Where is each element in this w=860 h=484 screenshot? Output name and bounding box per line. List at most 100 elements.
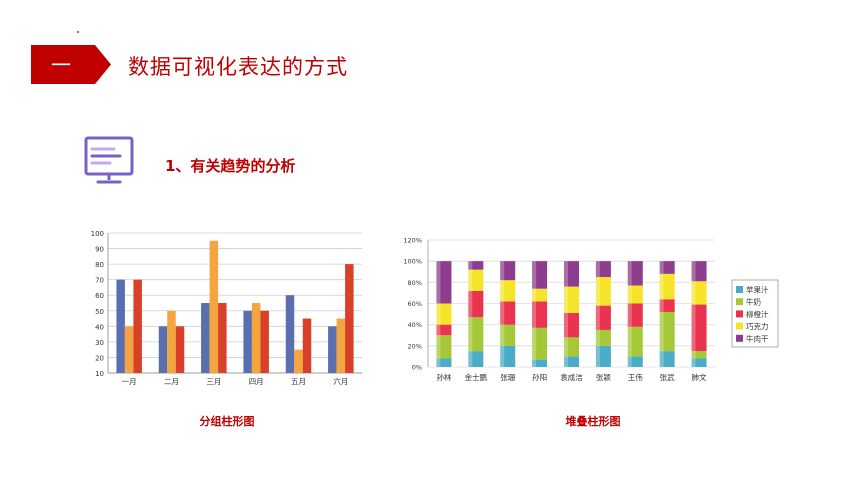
legend-swatch <box>736 322 743 330</box>
stacked-segment <box>659 311 675 352</box>
y-tick-label: 80 <box>95 261 104 269</box>
y-tick-label: 60 <box>95 292 104 300</box>
stacked-segment <box>532 301 548 328</box>
bar <box>158 326 168 373</box>
grouped-bar-chart: 10 20 30 40 50 60 70 80 90 100 一月 二月 三月 四月 五月 六月 <box>88 228 364 392</box>
stacked-segment <box>595 329 611 346</box>
stacked-segment <box>627 326 643 357</box>
stacked-segment <box>532 288 548 302</box>
stacked-segment <box>627 303 643 327</box>
stacked-segment <box>436 261 452 304</box>
bar <box>294 349 303 373</box>
y-tick-label: 60% <box>408 300 422 308</box>
stacked-segment <box>468 351 484 367</box>
bar <box>302 318 312 373</box>
stacked-segment <box>468 290 484 318</box>
y-tick-label: 40% <box>408 321 422 329</box>
legend-label: 柳橙汁 <box>746 309 769 319</box>
stacked-segment <box>436 358 452 367</box>
decorative-dot <box>77 31 79 33</box>
stacked-segment <box>532 327 548 360</box>
stacked-segment <box>532 261 548 289</box>
stacked-segment <box>659 351 675 367</box>
y-tick-label: 100% <box>403 258 422 266</box>
bar-highlight <box>564 261 568 367</box>
x-tick-label: 袁成洁 <box>560 372 583 382</box>
bar-highlight <box>595 261 600 367</box>
y-tick-label: 70 <box>95 277 104 285</box>
stacked-segment <box>595 261 611 278</box>
y-tick-label: 20% <box>408 342 422 350</box>
stacked-segment <box>691 261 707 282</box>
x-tick-label: 张武 <box>660 372 676 382</box>
y-tick-label: 100 <box>91 230 104 238</box>
x-tick-label: 孙林 <box>436 372 451 382</box>
bar <box>328 326 337 373</box>
stacked-segment <box>627 261 643 286</box>
stacked-segment <box>500 280 516 302</box>
y-tick-label: 120% <box>403 237 422 245</box>
x-tick-label: 金士鹏 <box>465 372 488 382</box>
bar <box>167 310 176 373</box>
y-tick-label: 90 <box>95 246 104 254</box>
stacked-segment <box>468 269 484 291</box>
stacked-segment <box>659 261 675 274</box>
stacked-segment <box>564 261 579 287</box>
y-tick-label: 30 <box>95 339 104 347</box>
page-title: 数据可视化表达的方式 <box>128 55 348 79</box>
section-subtitle: 1、有关趋势的分析 <box>165 157 296 175</box>
legend-label: 巧克力 <box>746 321 769 331</box>
stacked-segment <box>595 345 611 367</box>
monitor-icon <box>84 136 134 184</box>
x-tick-label: 孙阳 <box>532 372 547 382</box>
bar <box>124 326 134 373</box>
y-tick-label: 50 <box>95 308 104 316</box>
stacked-segment <box>564 286 579 314</box>
legend-label: 牛肉干 <box>746 333 769 343</box>
bar-highlight <box>532 261 537 367</box>
legend-label: 苹果汁 <box>746 285 769 295</box>
x-tick-label: 二月 <box>164 377 179 386</box>
legend-swatch <box>736 286 743 293</box>
bar-highlight <box>500 261 505 367</box>
stacked-segment <box>468 261 484 270</box>
stacked-bar-chart: 0% 20% 40% 60% 80% 100% 120% 孙林 金士鹏 张珊 孙阳 袁成洁 张颖 王伟 张武… <box>398 228 781 390</box>
bar <box>243 310 252 373</box>
section-number-badge: 一 <box>31 45 111 84</box>
stacked-segment <box>691 351 707 359</box>
bar-highlight <box>627 261 632 367</box>
bar <box>133 279 142 373</box>
legend-swatch <box>736 334 743 342</box>
x-tick-label: 六月 <box>333 376 348 386</box>
x-tick-label: 肺文 <box>692 372 707 382</box>
bar <box>336 318 346 373</box>
stacked-segment <box>595 305 611 330</box>
stacked-segment <box>595 277 611 306</box>
stacked-segment <box>564 337 579 357</box>
stacked-segment <box>500 261 516 281</box>
stacked-segment <box>564 313 579 338</box>
x-tick-label: 张颖 <box>596 372 611 382</box>
legend-swatch <box>736 298 743 306</box>
bar <box>285 295 295 373</box>
stacked-segment <box>500 301 516 325</box>
section-number-text: 一 <box>51 53 71 77</box>
x-tick-label: 张珊 <box>500 373 515 382</box>
stacked-segment <box>468 317 484 352</box>
x-tick-label: 四月 <box>249 377 264 386</box>
y-tick-label: 20 <box>95 354 104 362</box>
y-tick-label: 0% <box>412 364 422 372</box>
legend-swatch <box>736 310 743 318</box>
x-tick-label: 王伟 <box>628 372 643 382</box>
stacked-segment <box>691 281 707 305</box>
bar <box>175 326 185 373</box>
stacked-segment <box>436 303 452 325</box>
stacked-segment <box>627 356 643 367</box>
y-tick-label: 10 <box>95 370 104 378</box>
bar <box>345 264 354 373</box>
stacked-segment <box>691 358 707 367</box>
stacked-segment <box>500 345 516 367</box>
bar-highlight <box>436 261 441 367</box>
bar <box>209 240 219 373</box>
bar <box>251 303 261 373</box>
